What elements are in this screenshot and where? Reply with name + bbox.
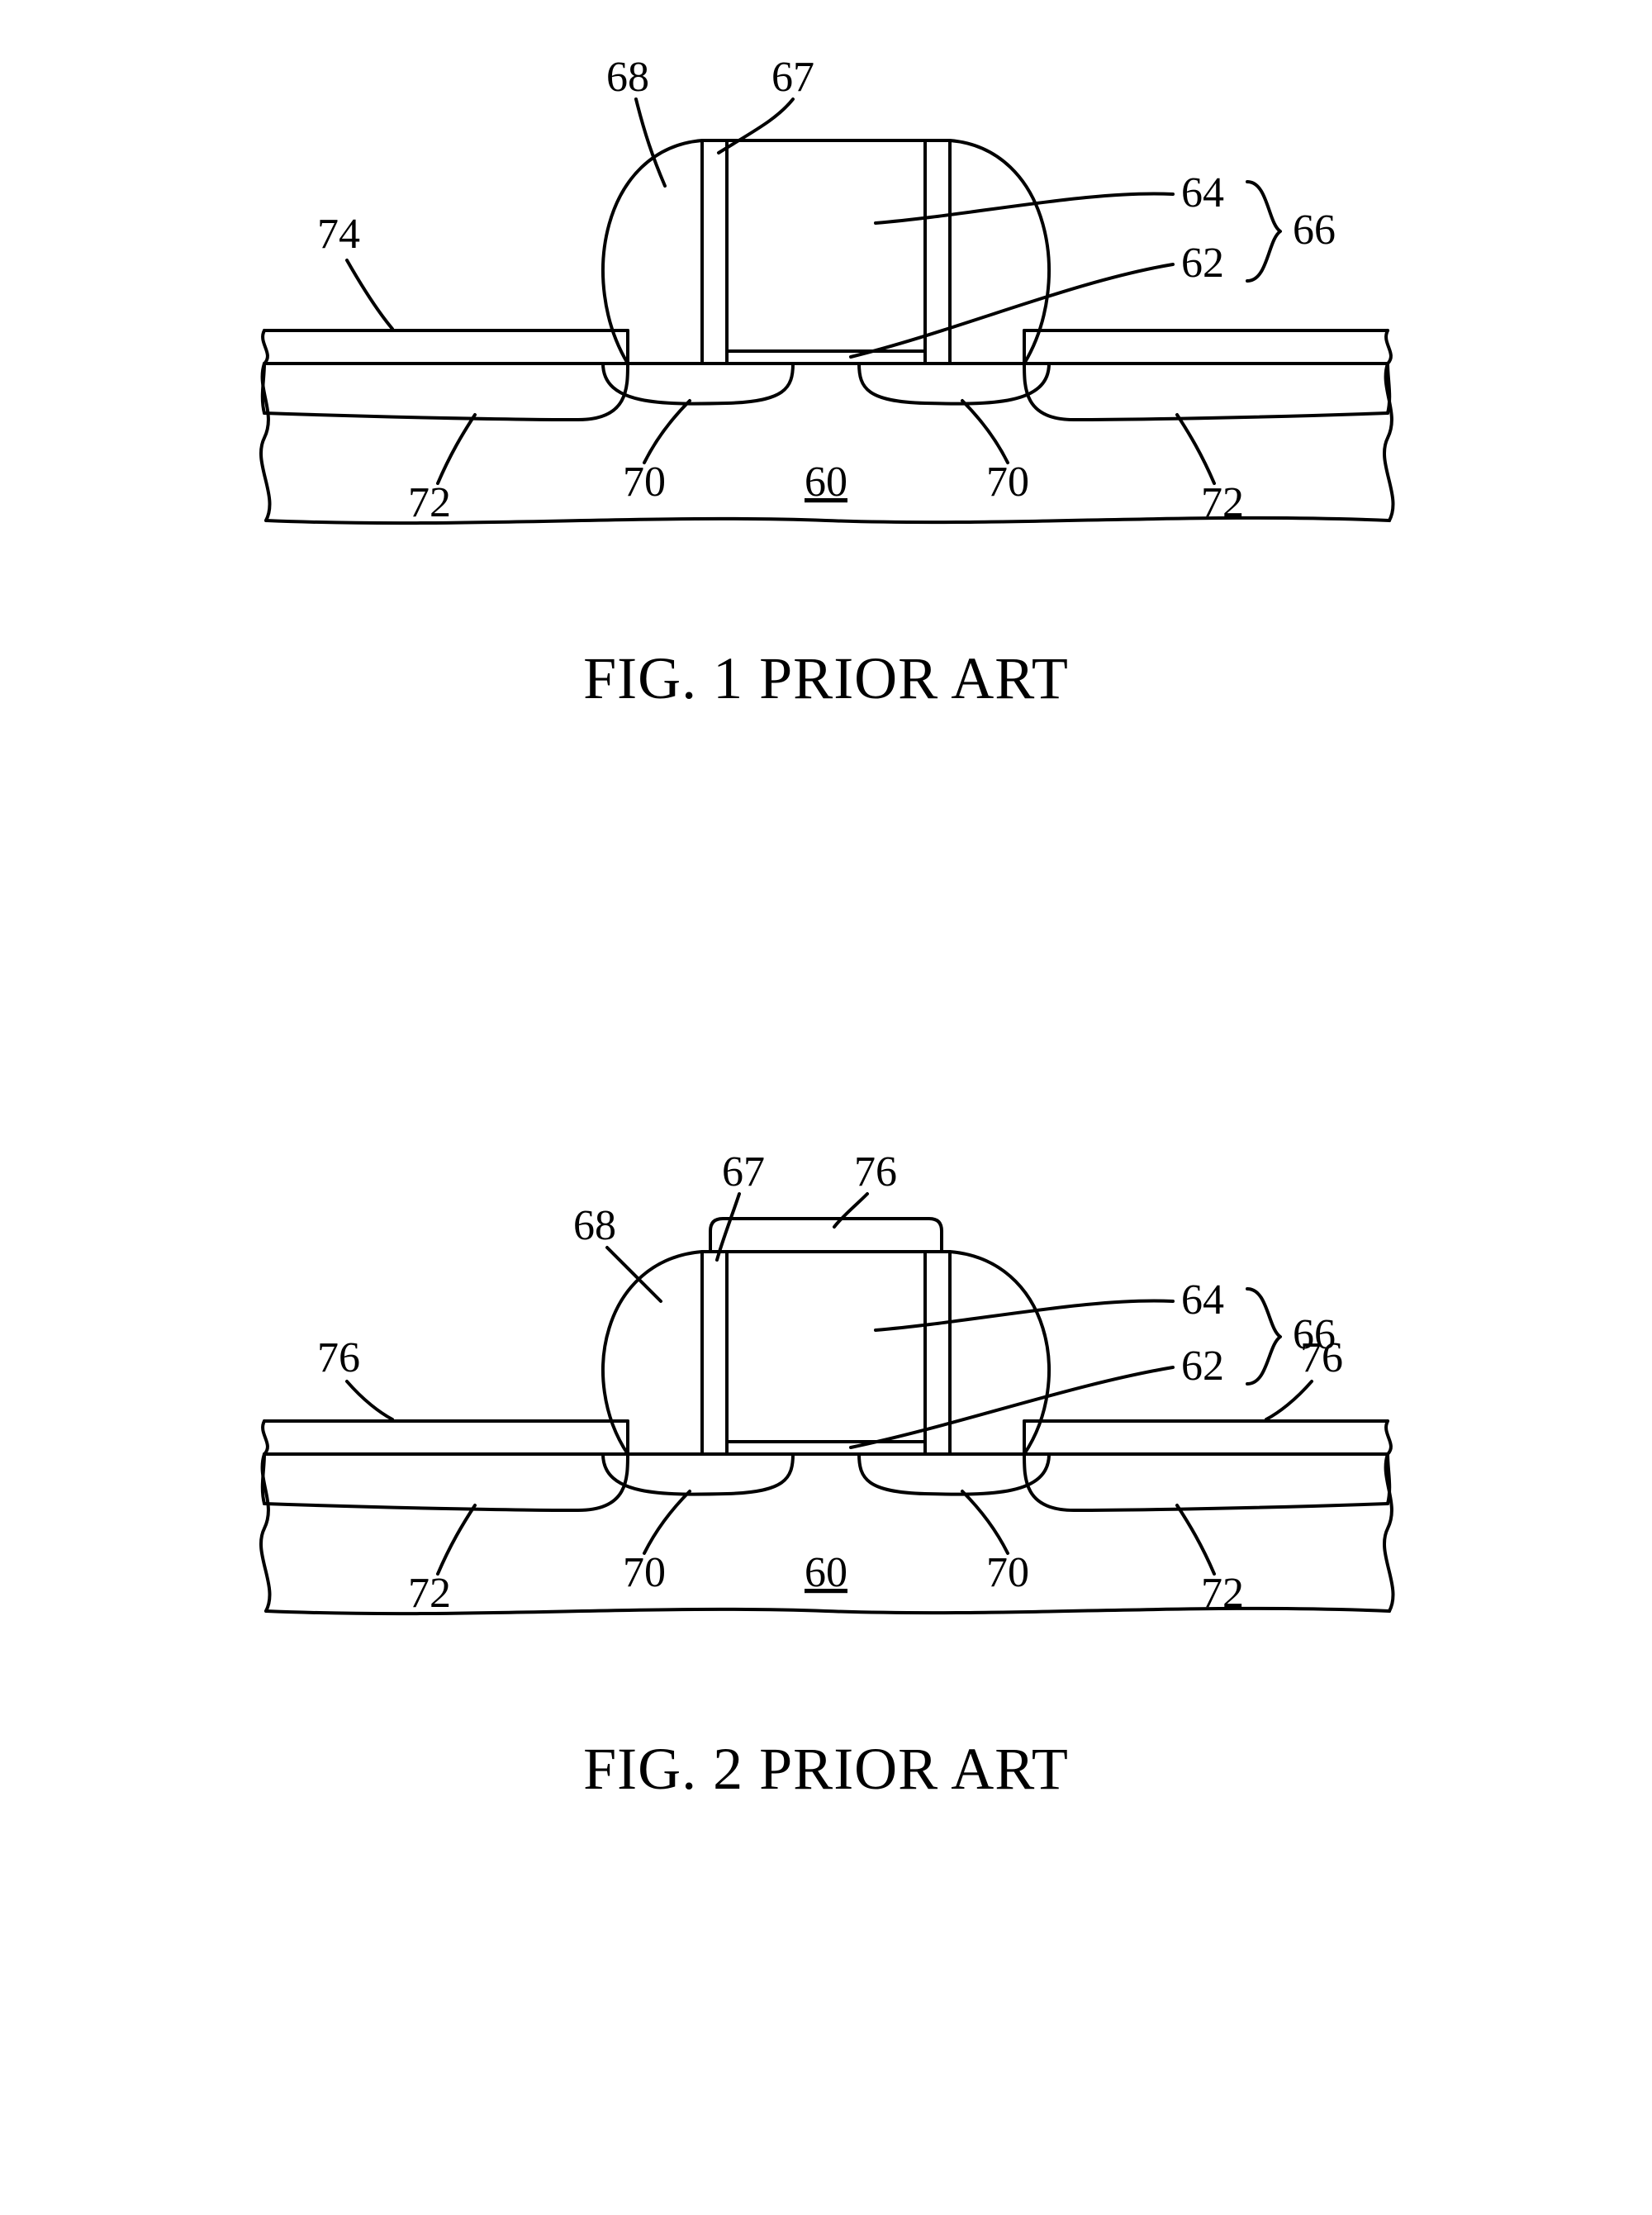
label-70-right: 70: [986, 1549, 1029, 1596]
figure-1-caption: FIG. 1 PRIOR ART: [0, 644, 1652, 713]
label-76-left: 76: [317, 1334, 360, 1381]
label-72-left: 72: [408, 1570, 451, 1617]
label-70-right: 70: [986, 459, 1029, 506]
label-72-left: 72: [408, 479, 451, 526]
page: 67 68 64 62 66 74 70: [0, 0, 1652, 2215]
label-64: 64: [1181, 1276, 1224, 1324]
label-70-left: 70: [623, 459, 666, 506]
label-64: 64: [1181, 169, 1224, 216]
label-66: 66: [1293, 207, 1336, 254]
figure-1-svg: 67 68 64 62 66 74 70: [215, 33, 1437, 562]
label-76-top: 76: [854, 1148, 897, 1195]
label-60: 60: [805, 459, 847, 506]
label-72-right: 72: [1201, 479, 1244, 526]
label-67: 67: [771, 54, 814, 101]
figure-2-caption: FIG. 2 PRIOR ART: [0, 1735, 1652, 1804]
label-72-right: 72: [1201, 1570, 1244, 1617]
label-68: 68: [606, 54, 649, 101]
label-68: 68: [573, 1202, 616, 1249]
label-62: 62: [1181, 240, 1224, 287]
label-76-right: 76: [1300, 1334, 1343, 1381]
label-70-left: 70: [623, 1549, 666, 1596]
figure-2-block: 76 67 68 64 62 66 76: [0, 1124, 1652, 1867]
figure-2-diagram: 76 67 68 64 62 66 76: [215, 1124, 1437, 1652]
figure-1-block: 67 68 64 62 66 74 70: [0, 33, 1652, 777]
figure-1-diagram: 67 68 64 62 66 74 70: [215, 33, 1437, 562]
label-67: 67: [722, 1148, 765, 1195]
label-74: 74: [317, 211, 360, 258]
label-62: 62: [1181, 1343, 1224, 1390]
label-60: 60: [805, 1549, 847, 1596]
figure-2-svg: 76 67 68 64 62 66 76: [215, 1124, 1437, 1652]
